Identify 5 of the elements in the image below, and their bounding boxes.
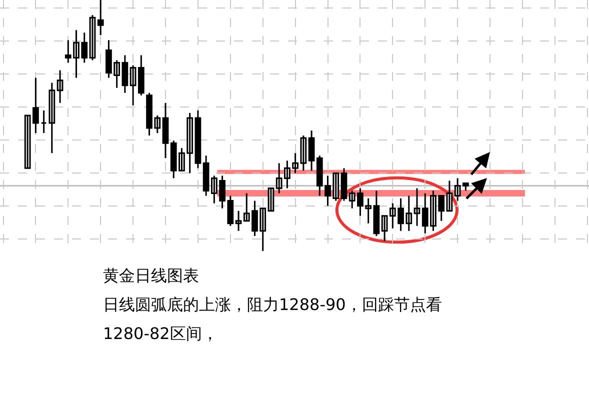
candlestick [268,188,274,212]
candlestick [40,110,47,134]
text: 1280-82区间， [103,324,218,343]
text: 黄金日线图表 [103,266,199,285]
text: 日线圆弧底的上涨，阻力1288-90，回踩节点看 [103,295,442,314]
